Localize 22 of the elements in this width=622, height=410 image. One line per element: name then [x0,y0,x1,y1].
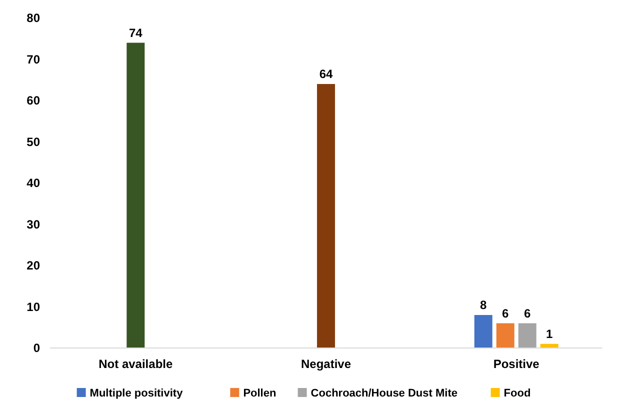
y-tick-label: 10 [26,300,40,314]
y-tick-label: 40 [26,176,40,190]
legend-label: Cochroach/House Dust Mite [310,387,458,400]
y-tick-label: 30 [26,217,40,232]
data-label: 1 [546,326,553,341]
data-label: 64 [319,67,333,81]
x-tick-label: Negative [300,357,352,371]
data-label: 6 [524,306,531,320]
legend-label: Pollen [243,387,276,400]
y-tick-label: 80 [26,11,40,26]
y-tick-label: 0 [33,341,40,356]
y-tick-label: 60 [26,94,40,108]
data-label: 74 [128,26,143,40]
y-tick-label: 20 [26,258,40,273]
x-tick-label: Not available [98,357,173,371]
data-label: 6 [502,306,509,320]
data-label: 8 [480,298,487,312]
legend-label: Multiple positivity [90,387,184,400]
x-tick-label: Positive [493,357,540,371]
legend-label: Food [504,387,531,400]
y-tick-label: 50 [26,134,40,149]
y-tick-label: 70 [26,52,40,66]
